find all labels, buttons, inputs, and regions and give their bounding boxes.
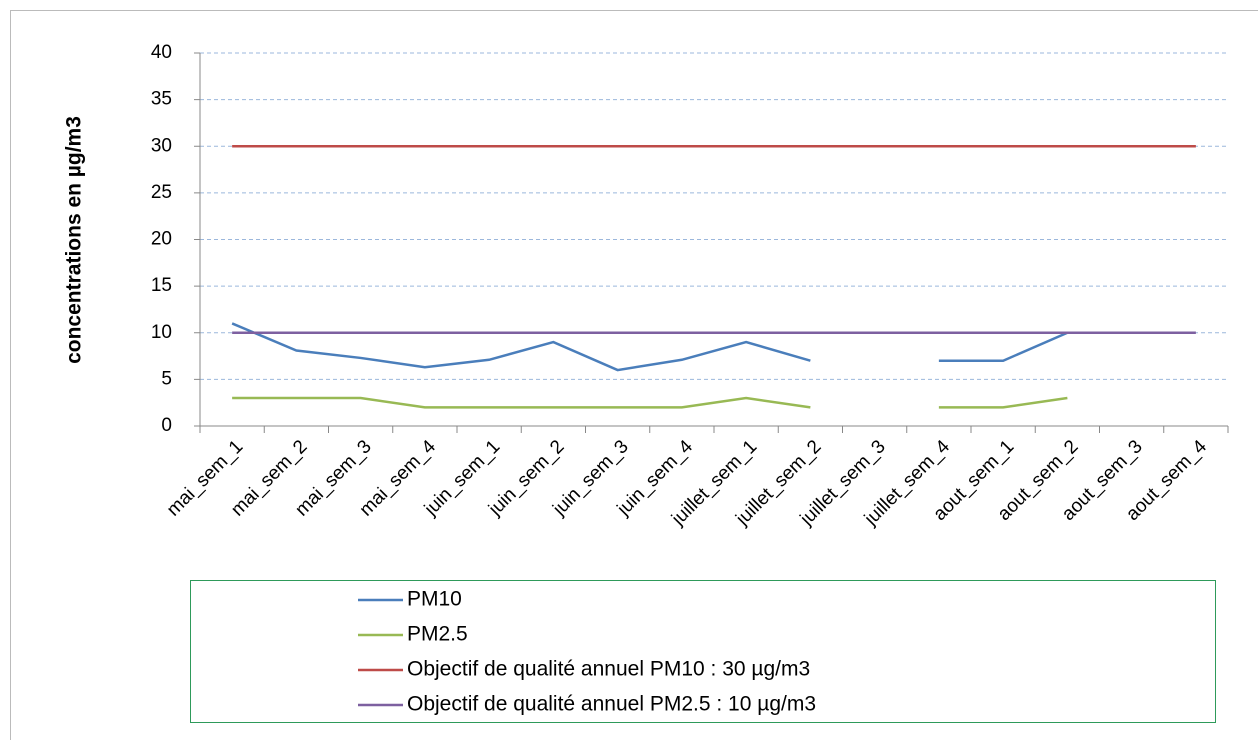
chart-frame [10, 10, 1258, 740]
y-tick-label: 10 [151, 322, 172, 343]
legend-label: Objectif de qualité annuel PM2.5 : 10 µg… [407, 693, 816, 716]
legend-label: PM2.5 [407, 623, 468, 646]
legend-label: Objectif de qualité annuel PM10 : 30 µg/… [407, 658, 810, 681]
y-tick-label: 25 [151, 182, 172, 203]
series-line [232, 396, 1068, 409]
y-tick-label: 30 [151, 135, 172, 156]
y-tick-label: 0 [161, 415, 172, 436]
y-axis-label: concentrations en µg/m3 [63, 116, 86, 364]
legend-label: PM10 [407, 588, 462, 611]
y-tick-label: 20 [151, 229, 172, 250]
y-tick-label: 40 [151, 42, 172, 63]
y-tick-label: 35 [151, 89, 172, 110]
y-tick-label: 5 [161, 368, 172, 389]
y-tick-label: 15 [151, 275, 172, 296]
series-line [231, 322, 1068, 372]
legend-box [190, 580, 1216, 723]
